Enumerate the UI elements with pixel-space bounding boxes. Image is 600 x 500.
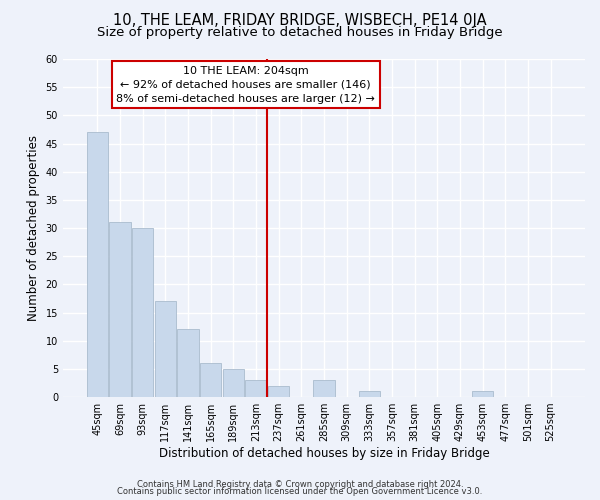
Y-axis label: Number of detached properties: Number of detached properties [27, 135, 40, 321]
Bar [132, 228, 154, 397]
Text: Size of property relative to detached houses in Friday Bridge: Size of property relative to detached ho… [97, 26, 503, 39]
Text: 10, THE LEAM, FRIDAY BRIDGE, WISBECH, PE14 0JA: 10, THE LEAM, FRIDAY BRIDGE, WISBECH, PE… [113, 12, 487, 28]
Bar [86, 132, 108, 397]
X-axis label: Distribution of detached houses by size in Friday Bridge: Distribution of detached houses by size … [158, 447, 490, 460]
Bar [245, 380, 267, 397]
Bar [472, 392, 493, 397]
Bar [223, 369, 244, 397]
Text: 10 THE LEAM: 204sqm
← 92% of detached houses are smaller (146)
8% of semi-detach: 10 THE LEAM: 204sqm ← 92% of detached ho… [116, 66, 375, 104]
Bar [359, 392, 380, 397]
Bar [268, 386, 289, 397]
Bar [177, 330, 199, 397]
Text: Contains HM Land Registry data © Crown copyright and database right 2024.: Contains HM Land Registry data © Crown c… [137, 480, 463, 489]
Bar [109, 222, 131, 397]
Bar [155, 302, 176, 397]
Text: Contains public sector information licensed under the Open Government Licence v3: Contains public sector information licen… [118, 488, 482, 496]
Bar [200, 364, 221, 397]
Bar [313, 380, 335, 397]
